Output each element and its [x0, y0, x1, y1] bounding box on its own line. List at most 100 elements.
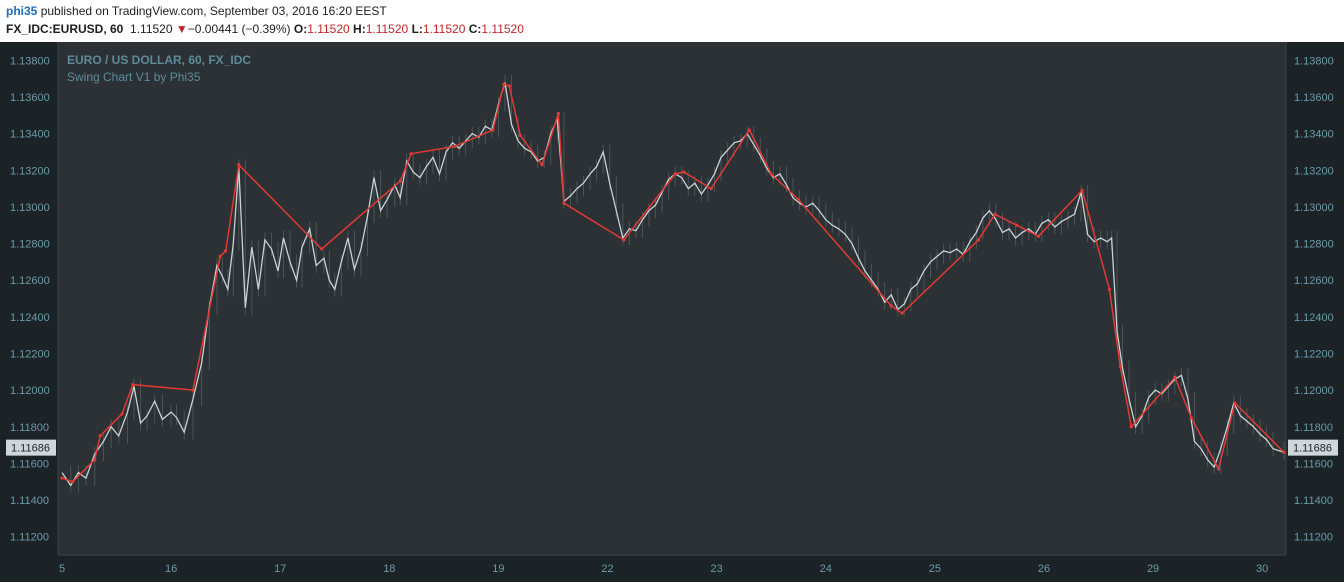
swing-point: [1189, 415, 1193, 420]
y-tick-label-left: 1.12600: [10, 275, 50, 287]
swing-point: [191, 388, 195, 392]
current-price-label-left: 1.11686: [11, 443, 50, 455]
y-tick-label-left: 1.13800: [10, 55, 50, 67]
swing-point: [518, 133, 522, 138]
y-tick-label-right: 1.11400: [1294, 495, 1333, 507]
swing-point: [556, 111, 561, 116]
x-tick-label: 23: [711, 563, 723, 575]
y-tick-label-right: 1.12200: [1294, 348, 1334, 360]
x-tick-label: 29: [1147, 563, 1159, 575]
y-tick-label-left: 1.12400: [10, 312, 50, 324]
swing-chart[interactable]: 1.11200 1.11400 1.11600 1.11800 1.12000 1.122…: [0, 42, 1344, 582]
x-tick-label: 25: [929, 563, 941, 575]
x-tick-label: 17: [274, 563, 286, 575]
y-tick-label-left: 1.11400: [10, 495, 49, 507]
y-tick-label-right: 1.12600: [1294, 275, 1334, 287]
price-series-line: [61, 82, 1285, 487]
high-label: H:: [353, 22, 366, 36]
swing-point: [622, 238, 626, 242]
swing-point: [131, 383, 135, 387]
swing-point: [993, 212, 997, 216]
published-text: published on TradingView.com, September …: [40, 4, 387, 18]
swing-point: [453, 144, 457, 149]
high-value: 1.11520: [365, 22, 409, 36]
swing-point: [796, 197, 801, 202]
swing-point: [218, 254, 222, 258]
x-tick-label: 18: [383, 563, 395, 575]
swing-point: [747, 128, 751, 132]
swing-point: [1015, 223, 1019, 227]
y-tick-label-right: 1.12000: [1294, 385, 1334, 397]
swing-point: [98, 434, 102, 438]
swing-point: [709, 186, 713, 191]
x-tick-label: 30: [1256, 563, 1268, 575]
swing-point: [502, 82, 506, 86]
publication-header: phi35 published on TradingView.com, Sept…: [0, 0, 1344, 42]
low-value: 1.11520: [422, 22, 466, 36]
x-tick-label: 26: [1038, 563, 1050, 575]
chart-title: EURO / US DOLLAR, 60, FX_IDC: [67, 53, 251, 67]
open-label: O:: [293, 22, 308, 36]
x-tick-label: 5: [59, 563, 65, 575]
swing-point: [237, 163, 241, 167]
y-tick-label-left: 1.13400: [10, 129, 50, 141]
x-tick-label: 22: [601, 563, 613, 575]
x-tick-label: 16: [165, 563, 177, 575]
y-tick-label-left: 1.13000: [10, 202, 50, 214]
low-label: L:: [411, 22, 423, 36]
swing-point: [224, 249, 228, 253]
swing-point: [409, 152, 413, 156]
y-tick-label-right: 1.13400: [1294, 129, 1334, 141]
swing-point: [1173, 375, 1177, 379]
swing-point: [1233, 401, 1237, 405]
swing-point: [1129, 425, 1133, 429]
swing-point: [1107, 287, 1112, 291]
current-price-tag-left: [6, 439, 56, 456]
publication-line: phi35 published on TradingView.com, Sept…: [6, 4, 387, 20]
swing-point: [673, 172, 677, 176]
y-tick-label-left: 1.13200: [10, 165, 50, 177]
close-value: 1.11520: [481, 22, 524, 36]
swing-point: [491, 128, 495, 132]
y-tick-label-left: 1.11200: [10, 532, 49, 544]
close-label: C:: [468, 22, 482, 36]
y-tick-label-right: 1.12400: [1294, 312, 1334, 324]
plot-background: [58, 42, 1286, 555]
swing-point: [769, 172, 773, 176]
open-value: 1.11520: [307, 22, 350, 36]
down-triangle-icon: ▼: [175, 22, 188, 36]
swing-point: [562, 201, 566, 205]
swing-point: [507, 84, 511, 88]
price-change: −0.00441 (−0.39%): [187, 22, 291, 36]
y-tick-label-right: 1.13600: [1294, 92, 1334, 104]
x-tick-label: 24: [820, 563, 832, 575]
y-tick-label-left: 1.12200: [10, 348, 50, 360]
y-tick-label-right: 1.11200: [1294, 532, 1333, 544]
swing-point: [71, 480, 75, 484]
author-link[interactable]: phi35: [6, 4, 38, 18]
swing-point: [889, 304, 893, 308]
y-tick-label-left: 1.12800: [10, 239, 50, 251]
swing-point: [120, 412, 124, 416]
y-tick-label-left: 1.13600: [10, 92, 50, 104]
y-tick-label-right: 1.11800: [1294, 422, 1333, 434]
current-price-tag-right: [1288, 439, 1338, 456]
swing-point: [682, 170, 686, 174]
swing-point: [540, 163, 544, 167]
y-tick-label-left: 1.12000: [10, 385, 50, 397]
chart-subtitle: Swing Chart V1 by Phi35: [67, 70, 201, 84]
swing-point: [900, 311, 904, 315]
y-tick-label-right: 1.12800: [1294, 239, 1334, 251]
symbol-quote-line: FX_IDC:EURUSD, 60 1.11520 ▼−0.00441 (−0.…: [6, 22, 524, 38]
swing-point: [1036, 234, 1041, 238]
swing-point: [60, 476, 64, 480]
current-price-label-right: 1.11686: [1293, 443, 1332, 455]
swing-point: [93, 458, 97, 462]
swing-point: [1118, 364, 1122, 368]
x-tick-label: 19: [492, 563, 504, 575]
last-price: 1.11520: [130, 22, 173, 36]
symbol-label: FX_IDC:EURUSD, 60: [6, 22, 124, 36]
swing-point: [320, 247, 324, 251]
y-tick-label-right: 1.11600: [1294, 458, 1333, 470]
chart-area[interactable]: 1.11200 1.11400 1.11600 1.11800 1.12000 1.122…: [0, 42, 1344, 582]
